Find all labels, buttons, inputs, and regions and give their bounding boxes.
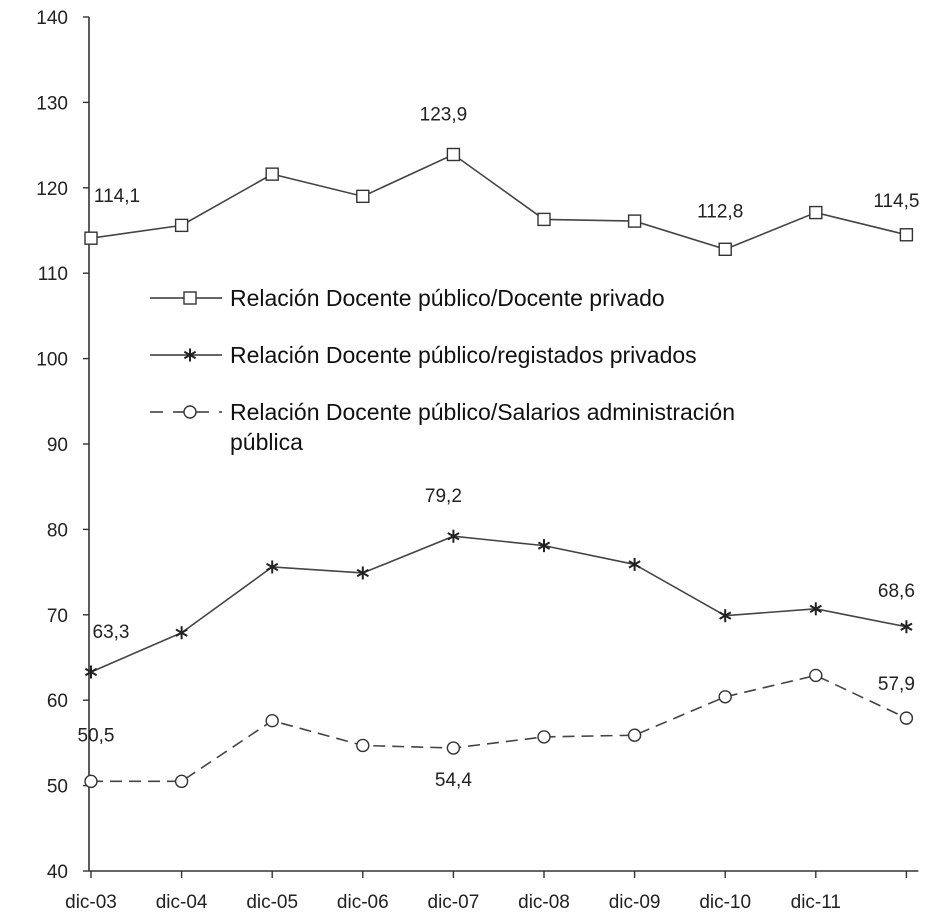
x-tick-label: dic-11: [791, 892, 841, 913]
series-2-point: [356, 566, 369, 580]
series-1-point: [718, 242, 732, 256]
data-labels: 114,1 123,9 112,8 114,5 63,3 79,2 68,6 50,5 54,4…: [78, 104, 920, 791]
asterisk-stroke: [447, 532, 460, 541]
legend-marker: [183, 348, 197, 362]
asterisk-stroke: [537, 541, 551, 550]
x-tick-label: dic-04: [156, 892, 208, 913]
series-1-point: [537, 212, 551, 227]
y-tick-label: 50: [47, 777, 68, 798]
x-tick-label: dic-09: [609, 892, 661, 913]
asterisk-stroke: [628, 560, 641, 569]
data-label: 57,9: [878, 674, 915, 695]
series-3-point: [809, 668, 823, 683]
data-label: 112,8: [697, 201, 743, 222]
series-1-point: [356, 189, 370, 204]
asterisk-stroke: [719, 611, 732, 620]
series-2-point: [447, 529, 460, 543]
series-3-point: [174, 774, 189, 789]
legend-item-1: Relación Docente público/Docente privado: [150, 285, 665, 311]
series-3-point: [356, 738, 370, 753]
series-3-point: [265, 713, 279, 728]
y-tick-label: 140: [36, 8, 68, 29]
x-tick-label: dic-05: [246, 892, 298, 913]
series-1-point: [265, 167, 279, 181]
series-2-point: [900, 620, 913, 634]
y-tick-label: 100: [36, 350, 68, 371]
data-label: 68,6: [878, 581, 915, 602]
asterisk-stroke: [900, 622, 913, 631]
data-label: 54,4: [435, 770, 472, 791]
series-1-point: [446, 147, 461, 162]
y-tick-label: 120: [36, 179, 68, 200]
series-layer: [84, 147, 914, 789]
y-tick-label: 40: [47, 862, 68, 883]
axes: 40 50 60 70 80 90 100 110 120 130 140 dic-03 dic-04 d…: [36, 8, 919, 913]
y-tick-label: 90: [47, 435, 68, 456]
asterisk-stroke: [183, 350, 197, 360]
x-tick-label: dic-03: [65, 892, 117, 913]
series-2-point: [537, 539, 551, 553]
series-2-point: [628, 557, 641, 571]
series-1-point: [899, 228, 914, 242]
series-2-point: [719, 609, 732, 623]
data-label: 114,5: [873, 191, 919, 212]
data-label: 50,5: [78, 725, 115, 746]
series-2-point: [84, 665, 98, 679]
x-tick-label: dic-08: [518, 892, 570, 913]
data-label: 63,3: [93, 622, 130, 643]
series-2-point: [809, 602, 822, 616]
asterisk-stroke: [809, 604, 822, 613]
y-tick-label: 60: [47, 691, 68, 712]
series-3-point: [446, 741, 461, 755]
asterisk-stroke: [175, 628, 188, 637]
series-1-point: [84, 231, 98, 245]
series-3-point: [899, 711, 914, 725]
series-1-point: [174, 218, 189, 233]
series-2-point: [266, 560, 279, 574]
series-3-point: [627, 728, 642, 742]
series-line-1: [90, 153, 907, 251]
asterisk-stroke: [84, 667, 98, 677]
legend-marker: [183, 291, 197, 305]
legend-marker: [183, 405, 197, 419]
y-tick-label: 130: [36, 93, 68, 114]
asterisk-stroke: [356, 568, 369, 578]
legend-label: Relación Docente público/Docente privado: [230, 285, 665, 311]
legend-label: Relación Docente público/registados priv…: [230, 342, 697, 368]
y-tick-label: 70: [47, 606, 68, 627]
series-2-point: [175, 626, 188, 640]
data-label: 79,2: [425, 486, 462, 507]
series-3-point: [537, 730, 551, 744]
series-line-3: [91, 674, 907, 783]
data-label: 114,1: [94, 186, 140, 207]
x-tick-label: dic-07: [428, 892, 480, 913]
series-1-point: [627, 214, 642, 228]
y-tick-label: 110: [38, 264, 68, 285]
series-1-point: [809, 205, 823, 220]
y-tick-label: 80: [47, 520, 68, 541]
asterisk-stroke: [266, 562, 279, 572]
series-3-point: [718, 690, 732, 704]
legend-label-continued: pública: [230, 429, 303, 455]
x-tick-label: dic-06: [337, 892, 389, 913]
series-line-2: [90, 535, 907, 673]
legend: Relación Docente público/Docente privado…: [150, 285, 735, 455]
data-label: 123,9: [420, 104, 468, 125]
x-tick-label: dic-10: [699, 892, 751, 913]
legend-item-2: Relación Docente público/registados priv…: [150, 342, 697, 368]
series-3-point: [84, 774, 98, 789]
legend-label: Relación Docente público/Salarios admini…: [230, 399, 735, 425]
legend-item-3: Relación Docente público/Salarios admini…: [150, 399, 735, 455]
